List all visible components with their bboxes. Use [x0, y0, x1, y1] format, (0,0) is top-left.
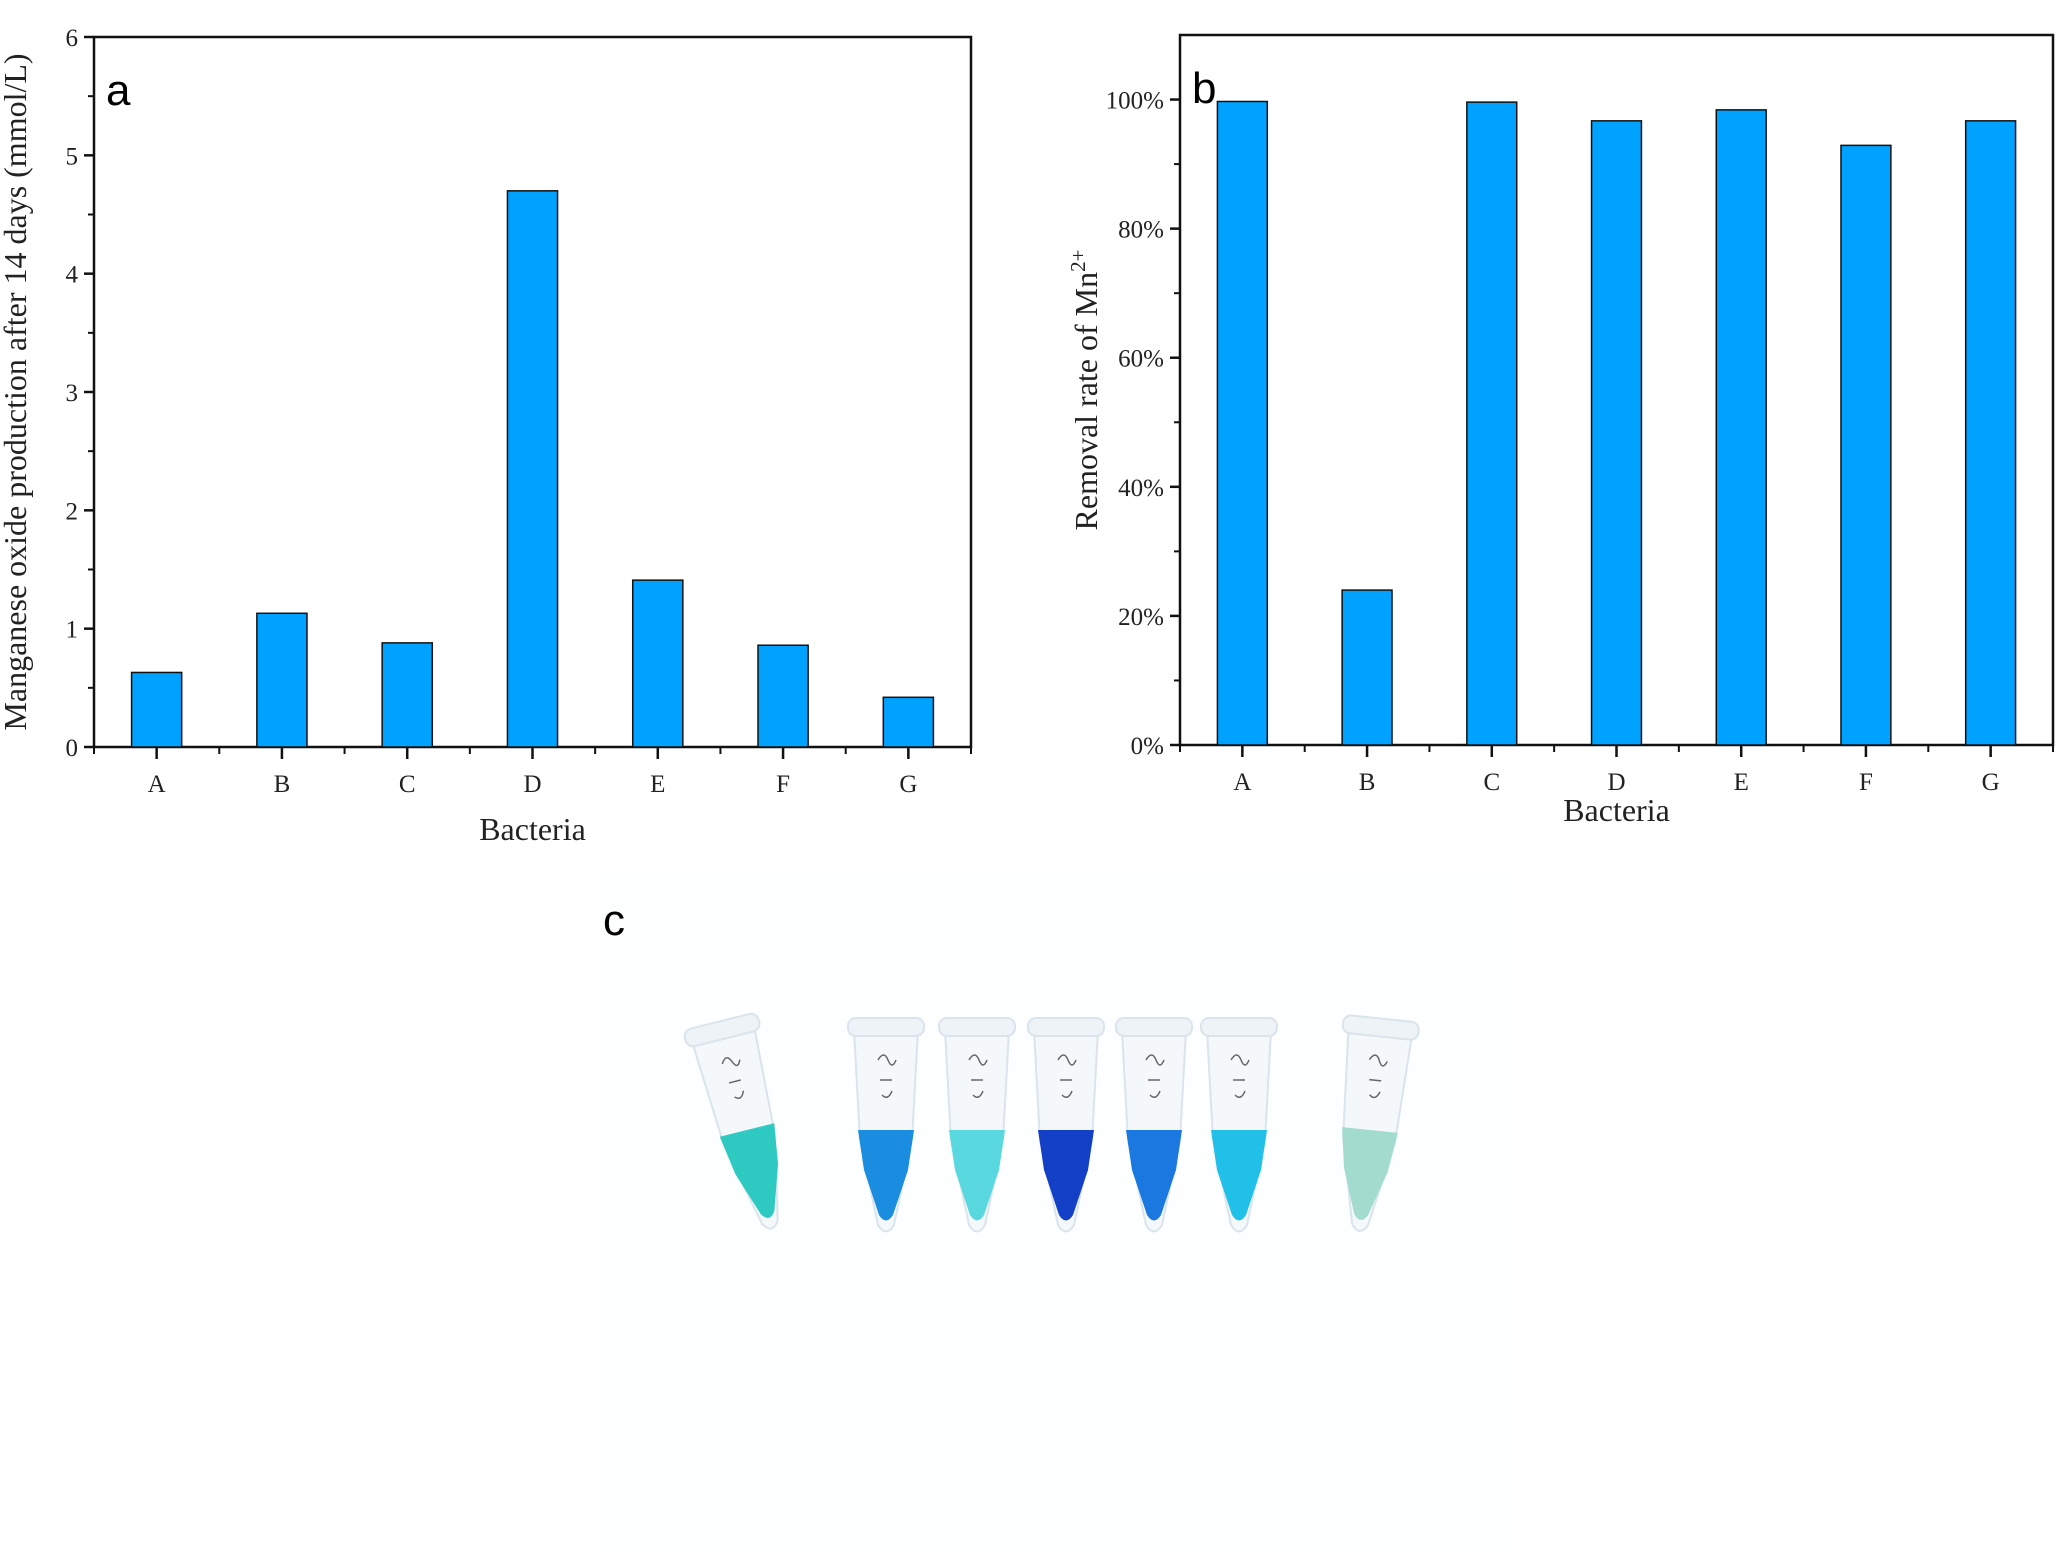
panel-label-c: c — [603, 896, 625, 945]
chart-a: 0 1 2 3 4 5 6 A B C D E F G Bacteria Manganese oxide pr… — [0, 25, 973, 847]
y-tick-label: 1 — [66, 617, 79, 644]
y-axis-label: Removal rate of Mn2+ — [1066, 250, 1104, 531]
y-tick-label: 5 — [66, 143, 79, 170]
tube-5 — [1115, 1017, 1193, 1233]
x-tick-label: F — [1859, 769, 1873, 796]
bar-F — [757, 644, 809, 748]
y-tick-label: 40% — [1118, 475, 1164, 502]
tube-handwriting — [968, 1054, 988, 1098]
x-axis-label: Bacteria — [1563, 792, 1670, 828]
tube-handwriting — [721, 1057, 745, 1100]
x-tick-label: D — [1607, 769, 1625, 796]
tube-liquid — [949, 1130, 1005, 1221]
x-tick-label: E — [650, 771, 665, 798]
bar-F — [1840, 144, 1892, 746]
x-tick-label: C — [1483, 769, 1500, 796]
x-tick-label: G — [899, 771, 917, 798]
x-tick-label: A — [148, 771, 166, 798]
x-tick-label: B — [1359, 769, 1376, 796]
photo-c-tubes: c — [599, 872, 1513, 1555]
y-axis-label-superscript: 2+ — [1066, 250, 1090, 272]
bar-D — [1590, 120, 1643, 746]
bar-C — [1466, 101, 1518, 746]
tube-6 — [1200, 1017, 1278, 1233]
tube-liquid — [1342, 1127, 1398, 1221]
tube-handwriting — [1230, 1054, 1250, 1098]
tube-liquid — [858, 1130, 914, 1221]
y-tick-label: 20% — [1118, 604, 1164, 631]
panel-label-b: b — [1192, 64, 1216, 113]
y-tick-label: 4 — [66, 262, 79, 289]
tube-liquid — [1211, 1130, 1267, 1221]
tube-3 — [938, 1017, 1016, 1233]
y-tick-label: 100% — [1106, 88, 1164, 115]
x-axis-label: Bacteria — [479, 811, 586, 847]
bar-G — [1964, 120, 2017, 746]
y-tick-label: 60% — [1118, 346, 1164, 373]
x-tick-label: E — [1734, 769, 1749, 796]
x-tick-label: B — [274, 771, 291, 798]
y-tick-label: 6 — [66, 25, 79, 52]
tube-liquid — [719, 1123, 779, 1218]
y-tick-label: 0 — [66, 735, 79, 762]
tube-liquid — [1038, 1130, 1094, 1221]
tube-cap-rim — [1200, 1017, 1278, 1037]
tube-handwriting — [877, 1054, 897, 1098]
tube-handwriting — [1145, 1054, 1165, 1098]
tube-1 — [683, 1012, 779, 1230]
tube-2 — [847, 1017, 925, 1233]
tube-cap-rim — [1027, 1017, 1105, 1037]
chart-b: 0% 20% 40% 60% 80% 100% A B C D E F G Bacteria Removal… — [1066, 33, 2055, 828]
x-tick-label: G — [1982, 769, 2000, 796]
y-tick-label: 80% — [1118, 217, 1164, 244]
bar-E — [1715, 109, 1767, 746]
bar-E — [631, 579, 684, 748]
bar-G — [882, 696, 935, 748]
panel-label-a: a — [106, 66, 131, 115]
bar-D — [506, 190, 559, 748]
tube-7 — [1341, 1014, 1420, 1232]
tube-handwriting — [1057, 1054, 1077, 1098]
y-tick-label: 2 — [66, 498, 79, 525]
bar-A — [1216, 100, 1269, 746]
tube-liquid — [1126, 1130, 1182, 1221]
bar-A — [130, 671, 183, 748]
x-tick-label: F — [776, 771, 790, 798]
y-tick-label: 0% — [1131, 733, 1164, 760]
bar-C — [381, 642, 434, 748]
x-tick-label: C — [399, 771, 416, 798]
tube-cap-rim — [1341, 1014, 1420, 1041]
bar-B — [256, 612, 308, 748]
y-axis-label: Manganese oxide production after 14 days… — [0, 53, 33, 730]
tube-cap-rim — [847, 1017, 925, 1037]
x-tick-label: A — [1233, 769, 1251, 796]
y-tick-label: 3 — [66, 380, 79, 407]
tube-cap-rim — [938, 1017, 1016, 1037]
tube-4 — [1027, 1017, 1105, 1233]
tube-cap-rim — [1115, 1017, 1193, 1037]
tube-cap-rim — [683, 1012, 761, 1048]
x-tick-label: D — [523, 771, 541, 798]
tube-handwriting — [1368, 1054, 1388, 1099]
bar-B — [1341, 589, 1393, 746]
